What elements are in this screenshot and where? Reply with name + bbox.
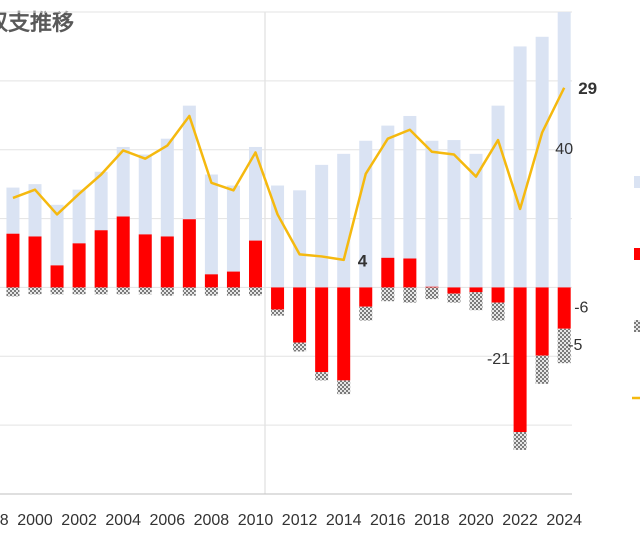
- x-tick-label: 2004: [105, 512, 141, 529]
- x-tick-label: 2020: [458, 512, 494, 529]
- bar: [469, 287, 483, 293]
- data-label: 40: [555, 141, 573, 158]
- bar: [116, 216, 130, 288]
- bar: [94, 287, 108, 295]
- x-tick-label: 2012: [282, 512, 318, 529]
- bar: [94, 230, 108, 288]
- bar: [204, 174, 218, 288]
- bar: [72, 243, 86, 288]
- x-tick-label: 2016: [370, 512, 406, 529]
- data-label: -5: [568, 337, 582, 354]
- bar: [513, 432, 527, 450]
- bar: [447, 140, 461, 288]
- bar: [116, 287, 130, 295]
- legend-swatch: [634, 176, 640, 188]
- bar: [50, 265, 64, 288]
- data-label: 29: [578, 79, 597, 98]
- bar: [381, 287, 395, 302]
- bar: [359, 140, 373, 288]
- bar: [182, 287, 196, 296]
- bar: [204, 274, 218, 288]
- bar: [491, 287, 505, 303]
- bar: [315, 372, 329, 381]
- bar: [271, 185, 285, 288]
- bar: [425, 287, 439, 300]
- bar: [535, 355, 549, 384]
- x-tick-label: 2008: [194, 512, 230, 529]
- bar: [557, 12, 571, 288]
- bar: [249, 287, 262, 296]
- bar: [337, 287, 351, 381]
- x-tick-label: 2000: [17, 512, 53, 529]
- bar: [491, 302, 505, 321]
- bar: [425, 286, 439, 288]
- bar: [513, 287, 527, 433]
- bar: [337, 380, 351, 395]
- x-tick-label: 2022: [502, 512, 538, 529]
- bar: [226, 271, 240, 288]
- bar: [359, 306, 373, 321]
- legend-swatch: [634, 320, 640, 332]
- bar: [315, 164, 329, 288]
- bar: [403, 258, 417, 288]
- bar: [226, 185, 240, 288]
- chart-title: 収支推移: [0, 10, 74, 35]
- bar: [249, 240, 262, 288]
- bar: [491, 105, 505, 288]
- bar: [28, 236, 42, 288]
- bar: [337, 153, 351, 288]
- x-tick-label: 2010: [238, 512, 274, 529]
- bar: [6, 233, 20, 288]
- x-tick-label: 2002: [61, 512, 97, 529]
- x-tick-label: 2018: [414, 512, 450, 529]
- x-tick-label: 2006: [150, 512, 186, 529]
- x-tick-label: 1998: [0, 512, 9, 529]
- bar: [469, 153, 483, 288]
- bar: [160, 287, 174, 296]
- bar: [138, 234, 152, 288]
- bar: [138, 287, 152, 295]
- bar: [204, 287, 218, 296]
- bar: [403, 115, 417, 288]
- x-tick-label: 2014: [326, 512, 362, 529]
- bar: [425, 140, 439, 288]
- bar: [315, 287, 329, 373]
- bar: [447, 293, 461, 303]
- bar: [557, 328, 571, 364]
- bar: [403, 287, 417, 303]
- bar: [160, 236, 174, 288]
- bar: [381, 257, 395, 288]
- bar: [381, 125, 395, 288]
- bar: [447, 287, 461, 294]
- bar: [513, 46, 527, 288]
- data-label: 4: [358, 251, 368, 270]
- bar: [359, 287, 373, 307]
- bar: [28, 287, 42, 295]
- legend-swatch: [634, 248, 640, 260]
- bar: [50, 287, 64, 295]
- bar: [293, 287, 307, 343]
- bar: [226, 287, 240, 296]
- bar: [535, 287, 549, 356]
- bar: [557, 287, 571, 329]
- bar: [535, 36, 549, 288]
- line: [12, 87, 566, 262]
- x-tick-label: 2024: [546, 512, 582, 529]
- bar: [182, 219, 196, 288]
- bar: [469, 292, 483, 311]
- bar: [271, 309, 285, 316]
- bar: [6, 287, 20, 297]
- data-label: -6: [574, 299, 588, 316]
- bar: [271, 287, 285, 310]
- bar: [293, 342, 307, 352]
- bar: [293, 190, 307, 288]
- bar: [72, 287, 86, 295]
- data-label: -21: [487, 351, 510, 368]
